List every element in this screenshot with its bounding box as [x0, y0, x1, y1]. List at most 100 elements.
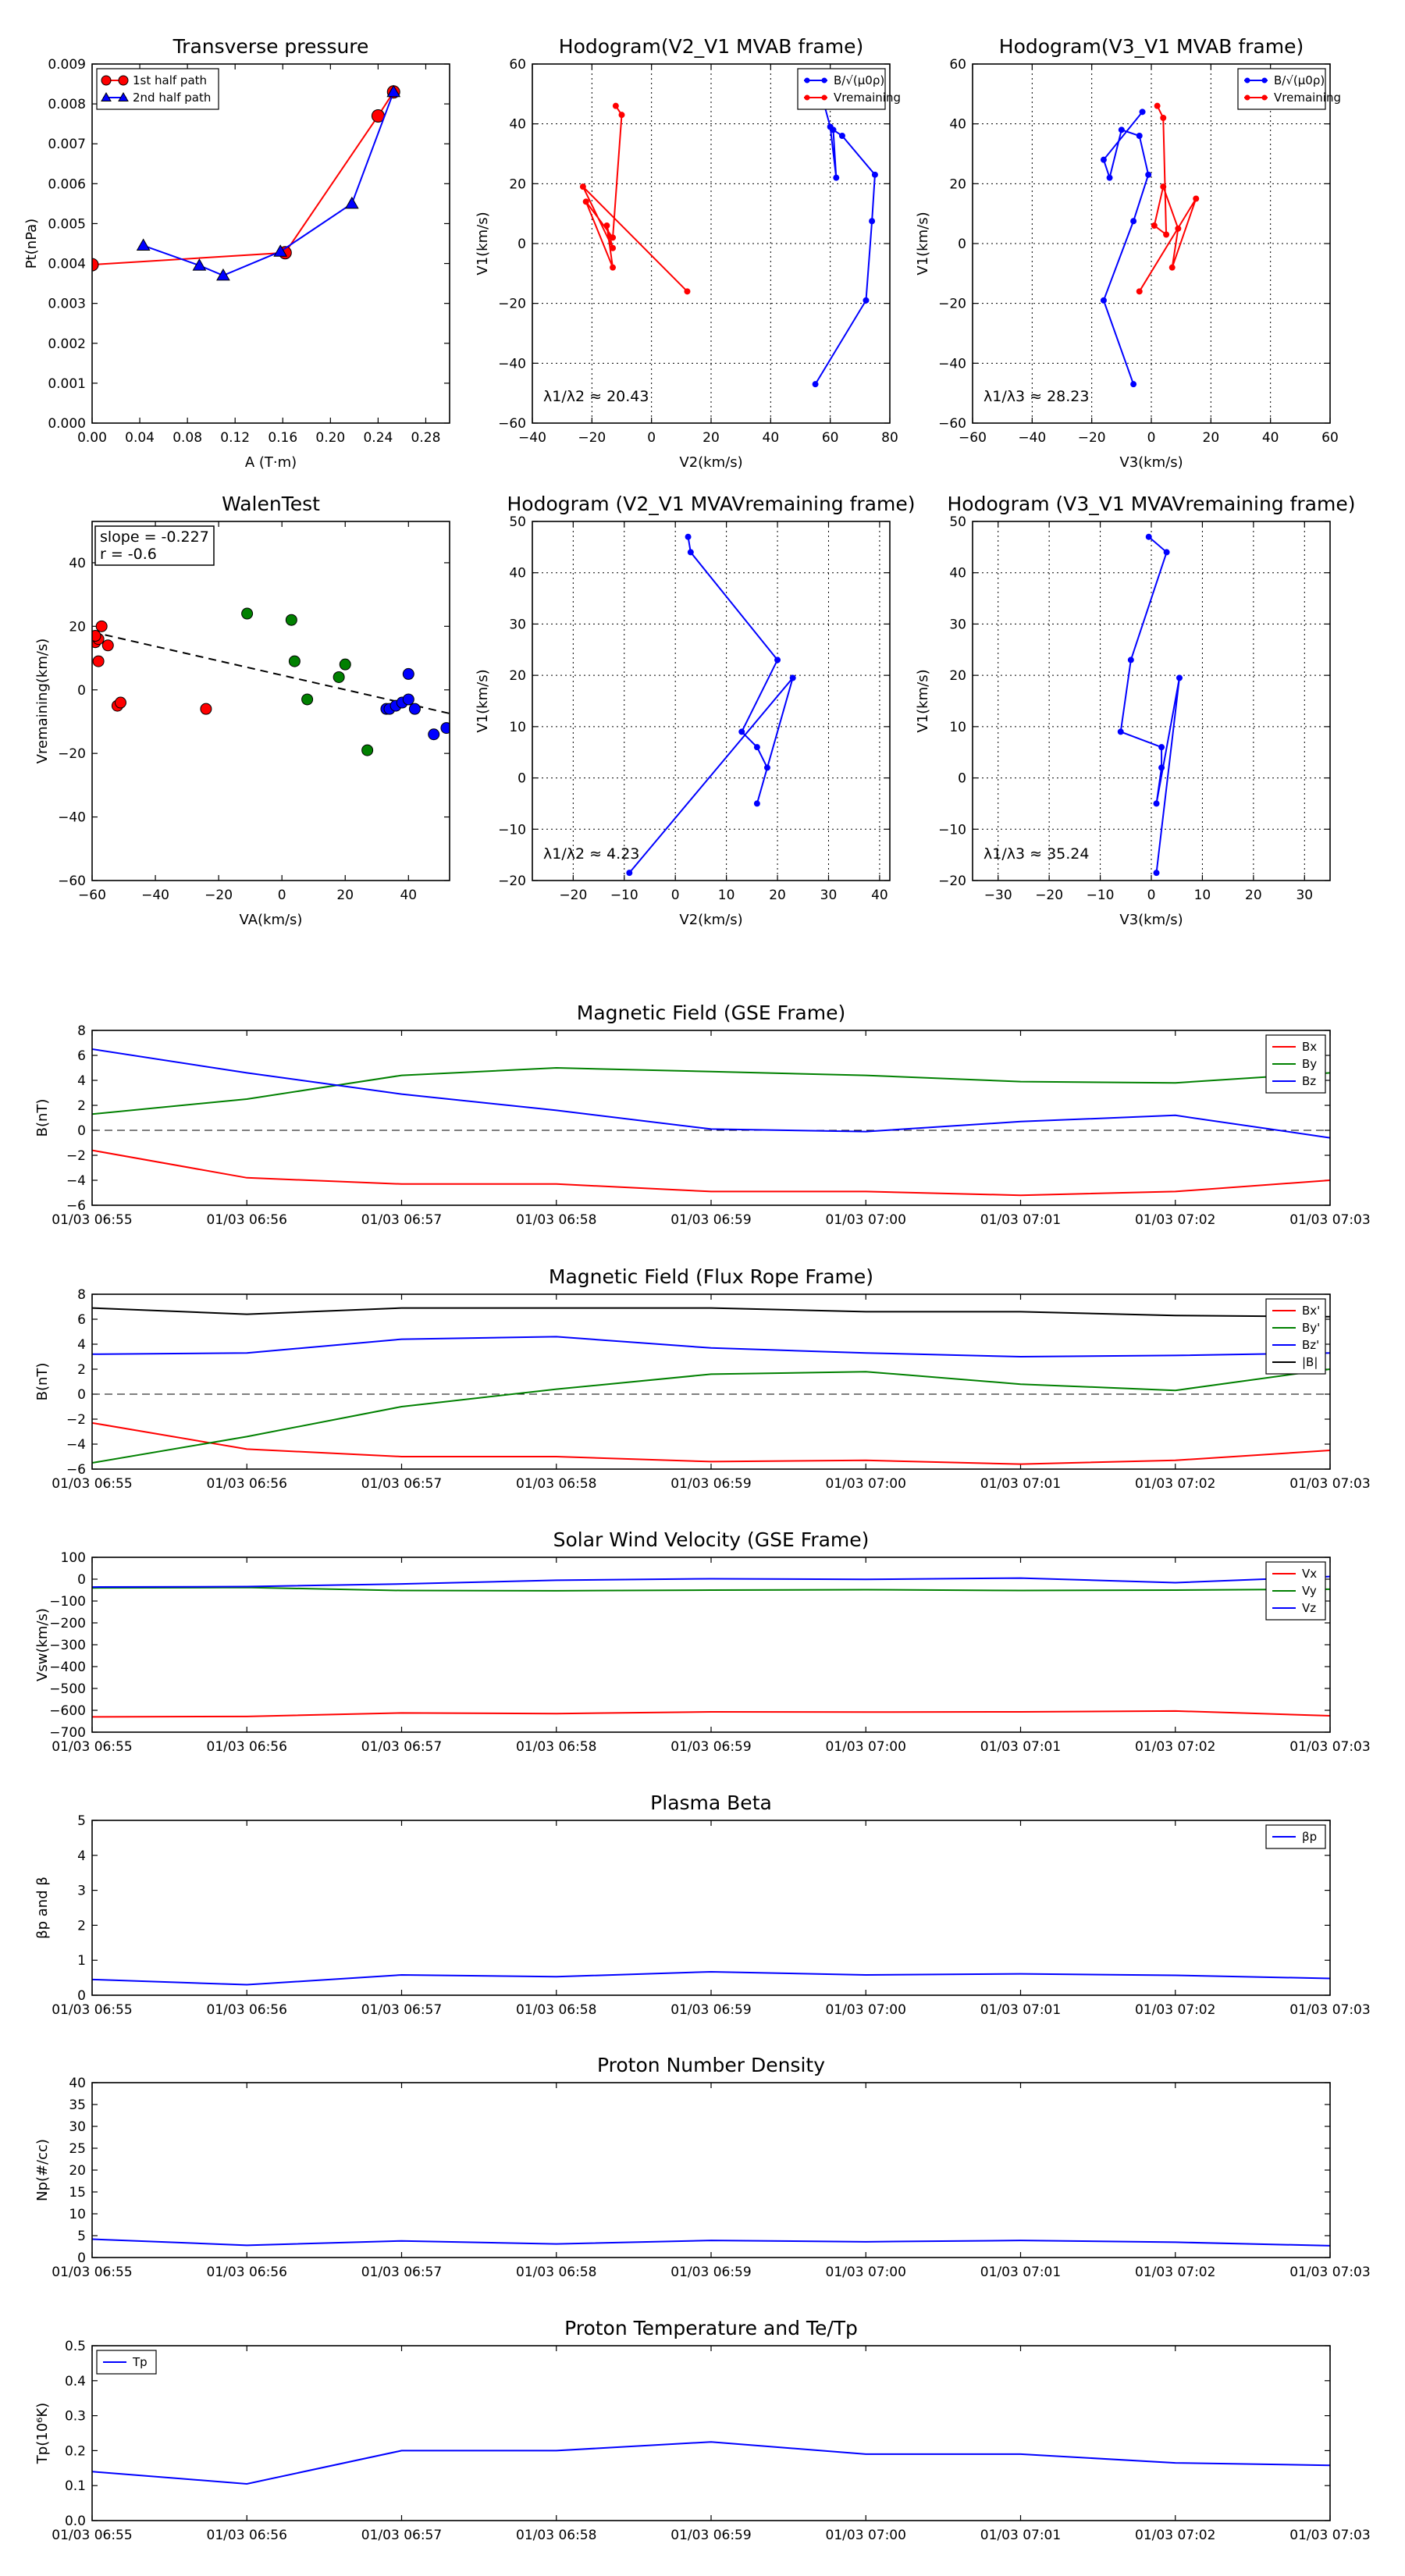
- legend-label: Vy: [1302, 1584, 1317, 1598]
- chart-3: WalenTest −60 −40 −20 0 20 40 −60 −40 −20 0 20 40 VA(…: [34, 493, 450, 928]
- y-tick-label: 0.1: [65, 2478, 86, 2494]
- x-tick-label: 01/03 06:55: [52, 1739, 132, 1755]
- y-tick-label: 35: [69, 2097, 86, 2113]
- x-tick-label: 01/03 07:03: [1289, 1212, 1370, 1228]
- data-point-0: [1100, 156, 1107, 163]
- data-point-0: [687, 549, 694, 556]
- legend-label: 1st half path: [133, 73, 207, 87]
- x-tick-label: 0: [647, 430, 656, 446]
- x-tick-label: 01/03 06:56: [207, 1739, 287, 1755]
- legend-label: |B|: [1302, 1355, 1318, 1369]
- legend-label: 2nd half path: [133, 91, 211, 105]
- plot-frame: [532, 521, 891, 881]
- x-tick-label: 01/03 06:56: [207, 2002, 287, 2018]
- y-axis-label: V1(km/s): [915, 212, 931, 275]
- x-tick-label: 0.08: [173, 430, 202, 446]
- series-group: [1117, 533, 1183, 877]
- y-tick-label: 0.0: [65, 2514, 86, 2529]
- y-tick-label: 1: [77, 1953, 86, 1969]
- plot-frame: [91, 63, 450, 424]
- x-tick-label: 01/03 06:55: [52, 1212, 132, 1228]
- data-point-1: [603, 222, 610, 229]
- chart-6: Magnetic Field (GSE Frame) 01/03 06:55 01/…: [34, 1002, 1371, 1228]
- y-tick-label: 0.006: [48, 176, 86, 192]
- chart-title: Solar Wind Velocity (GSE Frame): [553, 1528, 870, 1551]
- y-tick-label: 60: [949, 57, 966, 73]
- series-line-1: [92, 1586, 1330, 1592]
- x-tick-label: 01/03 06:58: [516, 1739, 596, 1755]
- x-tick-label: 01/03 07:02: [1135, 2528, 1215, 2543]
- x-tick-label: 01/03 07:01: [980, 2265, 1061, 2280]
- x-tick-label: 0.28: [411, 430, 441, 446]
- y-tick-label: −4: [66, 1173, 86, 1189]
- y-tick-label: 50: [509, 514, 526, 530]
- data-point-0: [626, 870, 633, 877]
- data-point-0: [114, 696, 126, 709]
- y-tick-label: −60: [498, 416, 526, 432]
- y-tick-label: −60: [58, 873, 86, 889]
- x-tick-label: 01/03 06:55: [52, 1476, 132, 1492]
- y-tick-label: 0.009: [48, 57, 86, 73]
- series-line-2: [92, 1048, 1330, 1139]
- series-line-3: [92, 1307, 1330, 1318]
- data-point-1: [361, 744, 374, 756]
- x-tick-label: −60: [959, 430, 987, 446]
- x-tick-label: 60: [822, 430, 839, 446]
- data-point-1: [1160, 183, 1167, 190]
- data-point-1: [192, 258, 207, 271]
- plot-frame: [91, 1557, 1331, 1733]
- x-tick-label: 01/03 06:56: [207, 1476, 287, 1492]
- legend-box: [797, 68, 886, 110]
- legend-label: Tp: [132, 2355, 148, 2369]
- x-tick-label: 01/03 07:00: [826, 2265, 906, 2280]
- x-tick-label: 01/03 07:00: [826, 1739, 906, 1755]
- legend-marker: [1261, 94, 1268, 101]
- x-tick-label: 20: [1203, 430, 1220, 446]
- stats-box: [94, 525, 215, 566]
- chart-5: Hodogram (V3_V1 MVAVremaining frame) −30 −…: [915, 493, 1356, 928]
- x-tick-label: −20: [1078, 430, 1106, 446]
- data-point-1: [136, 238, 151, 251]
- series-group: [92, 1048, 1330, 1197]
- y-tick-label: −6: [66, 1198, 86, 1214]
- chart-title: Plasma Beta: [650, 1791, 772, 1814]
- y-tick-label: 0.004: [48, 257, 86, 272]
- x-tick-label: 40: [871, 888, 888, 903]
- x-tick-label: 01/03 06:57: [361, 2002, 442, 2018]
- legend-marker: [101, 75, 112, 86]
- y-tick-label: 2: [77, 1362, 86, 1378]
- x-tick-label: 10: [718, 888, 735, 903]
- chart-title: Hodogram(V3_V1 MVAB frame): [999, 35, 1304, 58]
- y-tick-label: 0: [77, 683, 86, 699]
- stats-line: r = -0.6: [100, 546, 157, 563]
- stats-line: slope = -0.227: [100, 528, 209, 546]
- series-line-2: [92, 1336, 1330, 1358]
- y-tick-label: 20: [949, 668, 966, 684]
- y-tick-label: 40: [949, 566, 966, 582]
- y-tick-label: 0: [518, 771, 526, 787]
- x-tick-label: −40: [1018, 430, 1046, 446]
- y-axis-label: V1(km/s): [475, 212, 491, 275]
- y-axis-label: Vremaining(km/s): [34, 639, 51, 764]
- x-tick-label: 10: [1194, 888, 1211, 903]
- legend-marker: [1244, 94, 1250, 101]
- data-point-0: [1153, 800, 1160, 807]
- y-tick-label: 60: [509, 57, 526, 73]
- y-tick-label: 0.002: [48, 336, 86, 352]
- x-tick-label: 0.12: [220, 430, 250, 446]
- y-tick-label: 0: [77, 1123, 86, 1139]
- y-tick-label: 4: [77, 1073, 86, 1089]
- y-tick-label: 30: [949, 617, 966, 632]
- plot-frame: [972, 521, 1331, 881]
- data-point-0: [838, 133, 845, 139]
- x-tick-label: 01/03 07:03: [1289, 1476, 1370, 1492]
- chart-title: Magnetic Field (GSE Frame): [577, 1002, 845, 1024]
- chart-title: Proton Temperature and Te/Tp: [564, 2317, 858, 2339]
- data-point-0: [1127, 656, 1134, 664]
- y-tick-label: 20: [949, 176, 966, 192]
- x-tick-label: 20: [1245, 888, 1262, 903]
- y-tick-label: 8: [77, 1023, 86, 1039]
- series-line-0: [628, 536, 794, 873]
